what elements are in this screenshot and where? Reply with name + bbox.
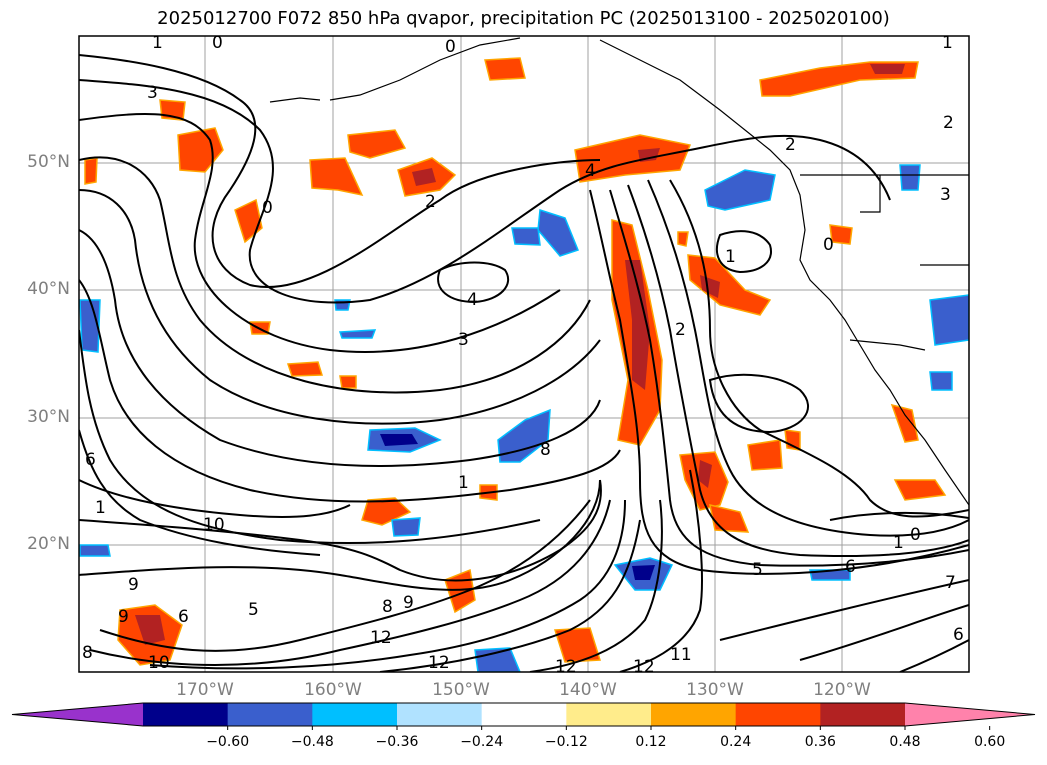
contour-label: 0 xyxy=(212,33,223,53)
contour-label: 0 xyxy=(910,525,921,545)
colorbar-segment xyxy=(397,703,483,726)
colorbar-segment xyxy=(651,703,737,726)
map-frame xyxy=(78,35,970,673)
colorbar-extend-low xyxy=(12,703,143,726)
contour-label: 2 xyxy=(943,113,954,133)
colorbar-segment xyxy=(820,703,906,726)
contour-label: 5 xyxy=(248,600,259,620)
lon-label-150w: 150°W xyxy=(432,680,490,700)
contour-label: 3 xyxy=(940,185,951,205)
contour-label: 8 xyxy=(540,440,551,460)
lat-label-50n: 50°N xyxy=(27,152,70,172)
contour-label: 0 xyxy=(823,235,834,255)
colorbar-tick-label: −0.48 xyxy=(290,734,334,750)
contour-label: 4 xyxy=(585,161,596,181)
colorbar-tick-label: 0.36 xyxy=(804,734,836,750)
colorbar-tick-label: 0.48 xyxy=(889,734,921,750)
contour-label: 11 xyxy=(670,645,692,665)
lon-label-140w: 140°W xyxy=(559,680,617,700)
contour-label: 3 xyxy=(147,83,158,103)
contour-label: 1 xyxy=(942,33,953,53)
colorbar-tick-label: 0.24 xyxy=(720,734,752,750)
qvapor-contours xyxy=(79,54,969,672)
contour-label: 2 xyxy=(425,192,436,212)
contour-label: 1 xyxy=(893,533,904,553)
contour-labels: 1 0 0 1 3 2 4 2 0 4 3 2 1 2 3 0 6 1 10 8… xyxy=(82,33,964,677)
colorbar-segment xyxy=(735,703,821,726)
colorbar-tick-label: −0.60 xyxy=(206,734,250,750)
colorbar xyxy=(11,702,1036,730)
contour-label: 12 xyxy=(633,657,655,677)
colorbar-segment xyxy=(312,703,398,726)
contour-label: 9 xyxy=(403,593,414,613)
colorbar-segment xyxy=(566,703,652,726)
contour-label: 9 xyxy=(118,607,129,627)
contour-label: 0 xyxy=(262,198,273,218)
lat-label-20n: 20°N xyxy=(27,534,70,554)
contour-label: 5 xyxy=(752,560,763,580)
colorbar-segment xyxy=(481,703,567,726)
contour-label: 10 xyxy=(148,653,170,673)
contour-label: 1 xyxy=(95,498,106,518)
contour-label: 8 xyxy=(382,597,393,617)
lon-label-130w: 130°W xyxy=(686,680,744,700)
contour-label: 3 xyxy=(458,330,469,350)
colorbar-outline xyxy=(11,702,1036,727)
lon-label-120w: 120°W xyxy=(813,680,871,700)
colorbar-tick-label: −0.36 xyxy=(375,734,419,750)
contour-label: 7 xyxy=(945,573,956,593)
colorbar-segment xyxy=(227,703,313,726)
contour-label: 6 xyxy=(845,557,856,577)
colorbar-tick-label: −0.12 xyxy=(544,734,588,750)
contour-label: 10 xyxy=(203,515,225,535)
contour-label: 2 xyxy=(675,320,686,340)
contour-label: 1 xyxy=(458,473,469,493)
colorbar-extend-high xyxy=(905,703,1035,726)
contour-label: 1 xyxy=(725,247,736,267)
contour-label: 12 xyxy=(555,657,577,677)
contour-label: 8 xyxy=(82,643,93,663)
contour-label: 6 xyxy=(85,450,96,470)
contour-label: 0 xyxy=(445,37,456,57)
lat-label-40n: 40°N xyxy=(27,279,70,299)
contour-label: 4 xyxy=(467,290,478,310)
lon-label-160w: 160°W xyxy=(304,680,362,700)
lon-label-170w: 170°W xyxy=(176,680,234,700)
colorbar-tick-label: 0.60 xyxy=(974,734,1006,750)
lat-label-30n: 30°N xyxy=(27,407,70,427)
contour-label: 6 xyxy=(178,607,189,627)
precip-negative-patches xyxy=(79,164,969,672)
colorbar-tick-label: −0.24 xyxy=(460,734,504,750)
contour-label: 9 xyxy=(128,575,139,595)
contour-label: 12 xyxy=(370,628,392,648)
contour-label: 6 xyxy=(953,625,964,645)
contour-label: 2 xyxy=(785,135,796,155)
colorbar-segment xyxy=(143,703,229,726)
contour-label: 1 xyxy=(152,33,163,53)
coastline xyxy=(269,37,969,506)
contour-label: 12 xyxy=(428,653,450,673)
colorbar-tick-label: 0.12 xyxy=(635,734,667,750)
figure-title: 2025012700 F072 850 hPa qvapor, precipit… xyxy=(157,8,890,29)
graticule xyxy=(79,36,969,672)
